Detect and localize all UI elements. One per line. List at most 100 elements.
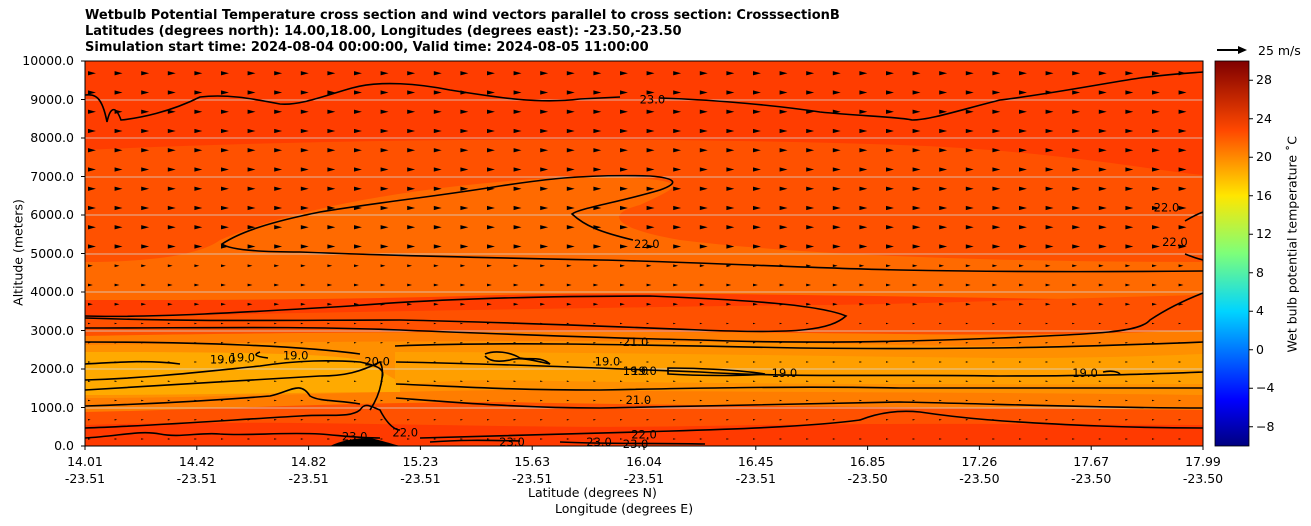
wind-vector xyxy=(646,109,655,114)
x-tick-label: 15.23 -23.51 xyxy=(385,453,455,487)
wind-vector xyxy=(460,322,464,325)
wind-vector xyxy=(1098,419,1102,421)
wind-vector xyxy=(1098,283,1104,287)
wind-vector xyxy=(1045,264,1051,268)
wind-vector xyxy=(247,438,251,440)
wind-vector xyxy=(593,283,599,287)
wind-vector xyxy=(939,128,948,134)
wind-vector xyxy=(513,283,519,287)
wind-vector xyxy=(1125,186,1134,191)
wind-vector xyxy=(566,264,572,268)
wind-vector xyxy=(221,361,224,363)
wind-vector xyxy=(274,205,283,211)
wind-vector xyxy=(540,264,546,268)
wind-vector xyxy=(593,109,602,114)
wind-vector xyxy=(247,264,253,268)
wind-vector xyxy=(832,244,841,249)
wind-vector xyxy=(593,380,597,382)
colorbar-tick-label: 24 xyxy=(1256,110,1272,126)
wind-vector xyxy=(433,264,439,268)
chart-title-line-3: Simulation start time: 2024-08-04 00:00:… xyxy=(85,40,649,55)
wind-vector xyxy=(939,148,948,153)
wind-vector xyxy=(566,205,575,211)
wind-vector xyxy=(939,342,942,344)
wind-vector xyxy=(300,148,309,153)
wind-vector xyxy=(380,71,389,76)
y-tick-label: 9000.0 xyxy=(30,91,74,107)
wind-vector xyxy=(327,128,336,134)
wind-vector xyxy=(167,438,171,440)
wind-vector xyxy=(1152,225,1160,230)
wind-vector xyxy=(114,90,123,95)
wind-vector xyxy=(832,283,838,287)
y-tick-label: 5000.0 xyxy=(30,245,74,261)
wind-vector xyxy=(1125,438,1129,440)
wind-vector xyxy=(88,128,96,134)
wind-vector xyxy=(1178,264,1184,268)
wind-vector xyxy=(1098,264,1104,268)
wind-vector xyxy=(194,90,203,95)
wind-vector xyxy=(965,322,969,325)
wind-vector xyxy=(221,128,229,134)
wind-vector xyxy=(726,225,735,230)
wind-vector xyxy=(673,283,679,287)
wind-vector xyxy=(487,438,490,440)
wind-vector xyxy=(992,438,996,440)
wind-vector xyxy=(1045,302,1051,306)
wind-vector xyxy=(992,167,1001,172)
contour-21-l xyxy=(85,387,1203,409)
wind-vector xyxy=(1125,71,1134,76)
wind-vector xyxy=(247,90,256,95)
wind-vector xyxy=(513,302,519,306)
wind-vector xyxy=(433,90,442,95)
wind-vector xyxy=(965,380,969,382)
wind-vector xyxy=(167,90,176,95)
wind-vector xyxy=(1072,148,1081,153)
wind-vector xyxy=(274,264,280,268)
wind-vector xyxy=(1019,225,1027,230)
wind-vector xyxy=(540,419,543,421)
wind-vector xyxy=(806,90,815,95)
wind-vector xyxy=(460,264,466,268)
wind-vector xyxy=(726,302,732,306)
wind-vector xyxy=(965,283,971,287)
wind-vector xyxy=(1019,380,1022,382)
wind-vector xyxy=(859,283,865,287)
wind-vector xyxy=(566,244,575,249)
wind-vector xyxy=(753,283,758,287)
wind-vector xyxy=(433,109,442,114)
wind-vector xyxy=(513,419,517,421)
x-tick-longitude: -23.50 xyxy=(959,471,1000,486)
wind-vector xyxy=(354,148,362,153)
wind-vector xyxy=(274,361,277,363)
wind-vector xyxy=(513,186,522,191)
wind-vector xyxy=(859,399,863,402)
wind-vector xyxy=(354,399,357,402)
wind-vector xyxy=(566,342,570,344)
wind-vector xyxy=(992,399,996,402)
contour-labels: 23.022.022.022.021.021.019.019.0 19.0 20.0… xyxy=(210,93,1188,452)
wind-vector xyxy=(779,186,788,191)
wind-vector xyxy=(753,399,756,402)
wind-vector xyxy=(965,244,974,249)
wind-vector xyxy=(646,419,650,421)
wind-vector xyxy=(886,71,894,76)
wind-vector xyxy=(247,322,251,325)
wind-vector xyxy=(327,148,336,153)
wind-vector xyxy=(965,109,974,114)
wind-vector xyxy=(141,399,144,402)
x-tick-longitude: -23.50 xyxy=(1071,471,1112,486)
wind-vector xyxy=(593,148,602,153)
contour-19-a xyxy=(85,351,269,365)
wind-vector xyxy=(726,361,730,363)
wind-vector xyxy=(912,302,918,306)
wind-vector xyxy=(433,419,437,421)
wind-vector xyxy=(114,419,118,421)
wind-vector xyxy=(806,322,809,325)
wind-vector xyxy=(992,361,996,363)
wind-vector xyxy=(221,71,229,76)
wind-vector xyxy=(673,399,676,402)
wind-vector xyxy=(939,302,945,306)
wind-vector xyxy=(1072,90,1081,95)
wind-vector xyxy=(859,361,863,363)
